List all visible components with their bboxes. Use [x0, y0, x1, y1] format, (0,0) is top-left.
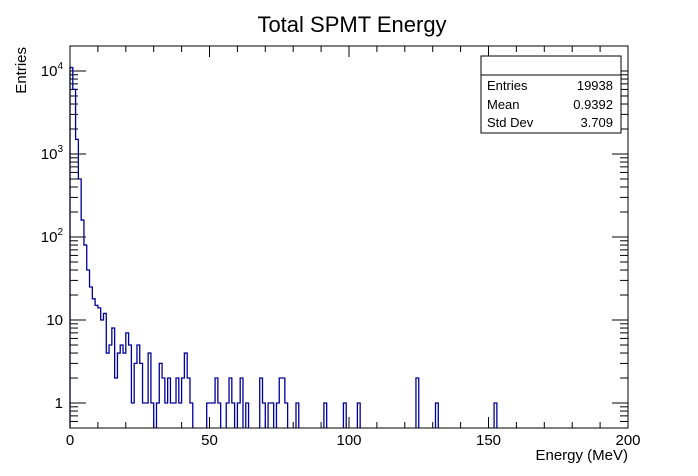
stats-box-frame: [480, 55, 622, 134]
histogram-bin-group: [275, 377, 289, 428]
x-tick-label: 0: [66, 432, 74, 449]
y-tick-label: 104: [41, 61, 64, 80]
histogram-bars: [69, 66, 498, 428]
histogram-bin-group: [342, 402, 347, 428]
histogram-bin-group: [415, 377, 420, 428]
y-tick-label-exponent: 4: [57, 61, 63, 72]
stats-box: Entries 19938 Mean 0.9392 Std Dev 3.709: [480, 55, 622, 134]
histogram-bin-group: [245, 402, 250, 428]
y-tick-label-base: 10: [41, 63, 58, 80]
y-tick-label: 102: [41, 227, 64, 246]
x-axis-title: Energy (MeV): [535, 447, 628, 464]
histogram-bin-group: [295, 402, 300, 428]
histogram-bin-group: [206, 377, 222, 428]
histogram-bin-group: [267, 402, 275, 428]
plot-frame: [69, 45, 629, 429]
stats-entries-label: Entries: [487, 78, 528, 93]
y-tick-label: 1: [55, 395, 63, 412]
y-tick-label-exponent: 2: [57, 227, 63, 238]
y-tick-label-exponent: 3: [57, 144, 63, 155]
stats-mean-value: 0.9392: [573, 97, 613, 112]
stats-mean-label: Mean: [487, 97, 520, 112]
histogram-bin-group: [69, 66, 155, 428]
y-tick-label: 10: [46, 312, 63, 329]
x-tick-label: 50: [201, 432, 218, 449]
histogram-bin-group: [323, 402, 328, 428]
histogram-bin-group: [236, 377, 244, 428]
x-tick-label: 100: [336, 432, 361, 449]
y-tick-label: 103: [41, 144, 64, 163]
histogram-bin-group: [493, 402, 498, 428]
y-tick-label-base: 10: [41, 146, 58, 163]
chart-title: Total SPMT Energy: [257, 12, 446, 37]
histogram-bin-group: [259, 377, 266, 428]
histogram-bin-group: [356, 402, 361, 428]
stats-stddev-value: 3.709: [580, 115, 613, 130]
x-tick-label: 150: [476, 432, 501, 449]
histogram-bin-group: [225, 377, 236, 428]
y-axis-title: Entries: [13, 47, 30, 94]
histogram-bin-group: [155, 352, 194, 428]
histogram-bin-group: [434, 402, 439, 428]
stats-entries-value: 19938: [577, 78, 613, 93]
x-tick-label: 200: [615, 432, 640, 449]
y-tick-label-base: 10: [41, 229, 58, 246]
stats-stddev-label: Std Dev: [487, 115, 534, 130]
